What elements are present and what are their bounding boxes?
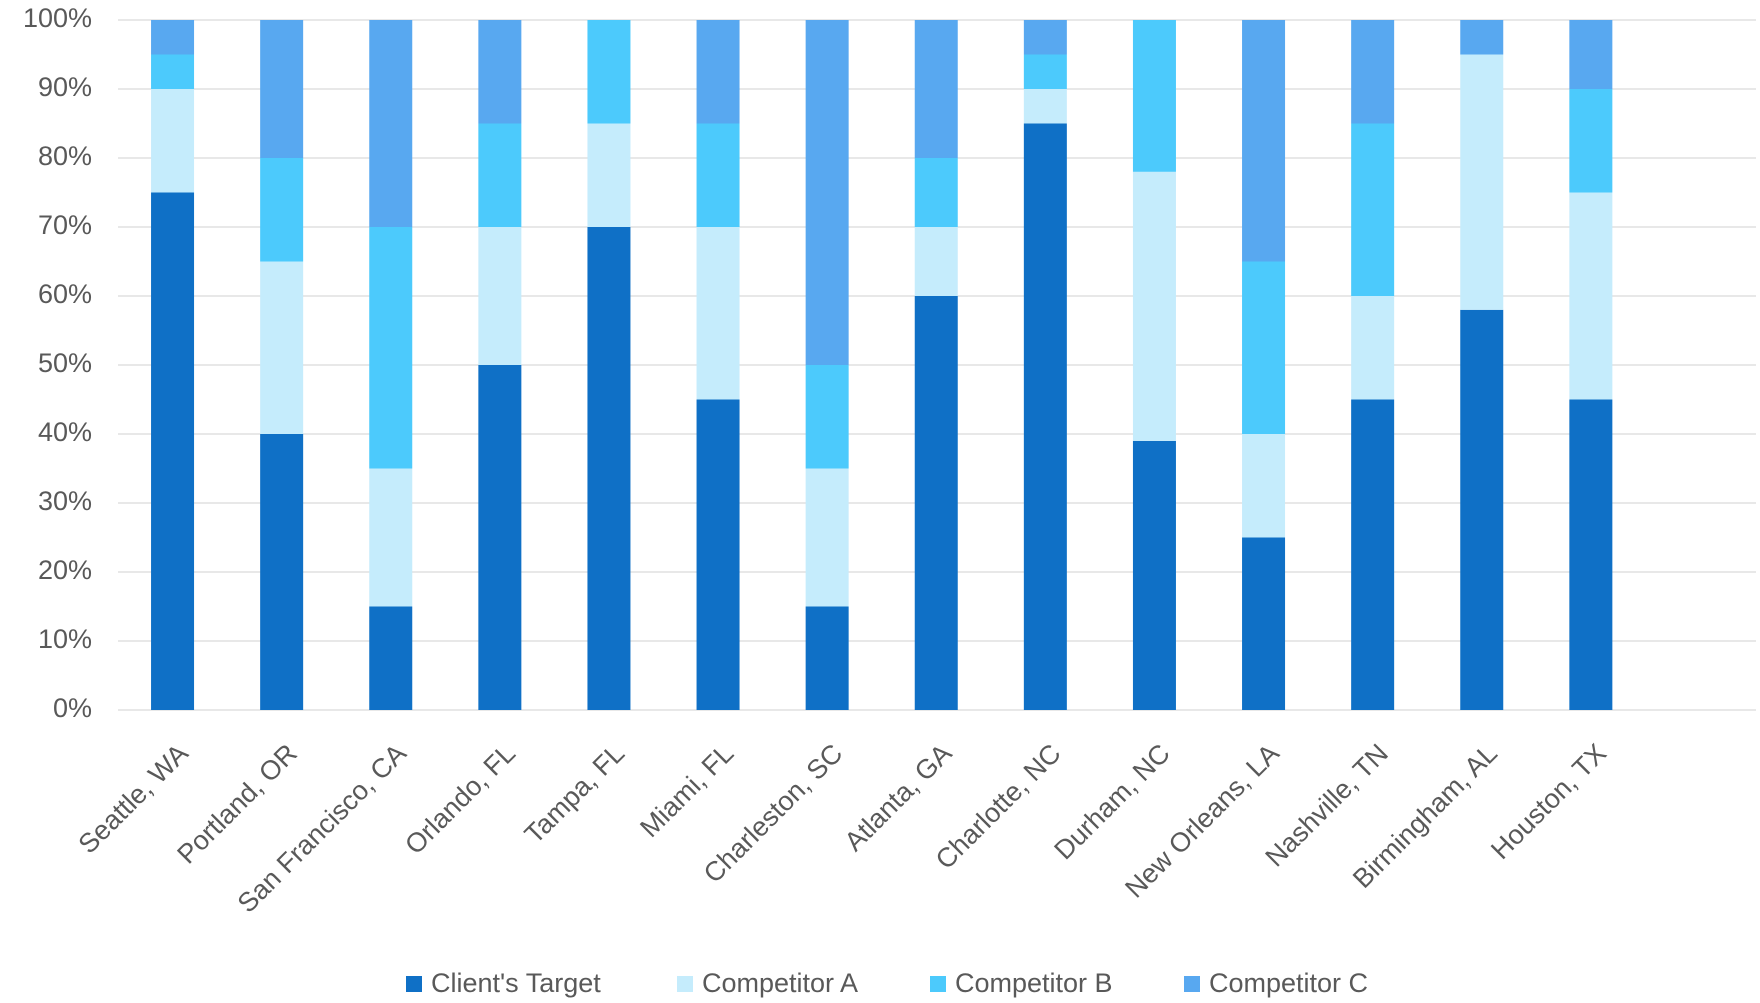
x-tick-label: Miami, FL <box>634 738 739 843</box>
y-tick-label: 20% <box>38 555 92 585</box>
bar-segment <box>1023 89 1067 124</box>
bar-segment <box>151 192 195 710</box>
bar-segment <box>1351 296 1395 400</box>
bar-segment <box>1023 20 1067 55</box>
y-tick-label: 40% <box>38 417 92 447</box>
bar-segment <box>369 606 413 710</box>
bar-segment <box>1569 192 1613 400</box>
bar-segment <box>369 468 413 607</box>
y-tick-label: 30% <box>38 486 92 516</box>
x-tick-label: Atlanta, GA <box>839 738 958 857</box>
bar-segment <box>151 20 195 55</box>
bar-segment <box>1132 171 1176 441</box>
bar-segment <box>1242 20 1286 262</box>
bar-segment <box>1023 123 1067 710</box>
legend-label: Competitor C <box>1209 968 1368 998</box>
y-tick-label: 100% <box>23 3 92 33</box>
bar-segment <box>260 20 304 158</box>
bar-segment <box>914 158 958 227</box>
bar-segment <box>805 468 849 607</box>
y-tick-label: 90% <box>38 72 92 102</box>
y-tick-label: 0% <box>53 693 92 723</box>
bar-segment <box>1460 54 1504 310</box>
bar-segment <box>587 20 631 124</box>
bar-segment <box>1242 537 1286 710</box>
bar-segment <box>805 20 849 365</box>
bar-segment <box>478 20 522 124</box>
x-tick-label: Houston, TX <box>1485 738 1612 865</box>
bar-segment <box>1569 89 1613 193</box>
y-tick-label: 60% <box>38 279 92 309</box>
bar-segment <box>1242 261 1286 434</box>
y-tick-label: 50% <box>38 348 92 378</box>
bar-segment <box>1569 399 1613 710</box>
bar-segment <box>696 123 740 227</box>
bar-segment <box>260 434 304 710</box>
bar-segment <box>151 89 195 193</box>
bar-segment <box>1132 440 1176 710</box>
bar-segment <box>696 227 740 400</box>
bar-segment <box>478 227 522 365</box>
bar-segment <box>1023 54 1067 89</box>
bar-segment <box>260 158 304 262</box>
bar-segment <box>478 365 522 710</box>
x-tick-label: Seattle, WA <box>73 738 194 859</box>
bar-segment <box>369 227 413 469</box>
y-tick-label: 70% <box>38 210 92 240</box>
bar-segment <box>1242 434 1286 538</box>
bar-segment <box>1460 20 1504 55</box>
bar-segment <box>1460 309 1504 710</box>
legend-label: Competitor A <box>702 968 858 998</box>
legend-swatch <box>1184 976 1200 992</box>
bar-segment <box>587 227 631 710</box>
bar-segment <box>587 123 631 227</box>
bar-segment <box>1351 123 1395 296</box>
bar-segment <box>1132 20 1176 172</box>
bar-segment <box>696 20 740 124</box>
x-tick-label: Tampa, FL <box>519 738 630 849</box>
bar-segment <box>914 227 958 296</box>
legend-label: Competitor B <box>955 968 1113 998</box>
bar-segment <box>151 54 195 89</box>
y-tick-label: 80% <box>38 141 92 171</box>
bar-segment <box>1569 20 1613 89</box>
bar-segment <box>914 296 958 710</box>
bar-segment <box>369 20 413 227</box>
bar-segment <box>478 123 522 227</box>
bar-segment <box>696 399 740 710</box>
legend-swatch <box>406 976 422 992</box>
bar-segment <box>1351 20 1395 124</box>
bar-segment <box>260 261 304 434</box>
y-tick-label: 10% <box>38 624 92 654</box>
legend-label: Client's Target <box>431 968 601 998</box>
bar-segment <box>1351 399 1395 710</box>
x-tick-label: Orlando, FL <box>399 738 521 860</box>
bar-segment <box>805 365 849 469</box>
legend-swatch <box>677 976 693 992</box>
legend-swatch <box>930 976 946 992</box>
bar-segment <box>805 606 849 710</box>
bar-segment <box>914 20 958 158</box>
